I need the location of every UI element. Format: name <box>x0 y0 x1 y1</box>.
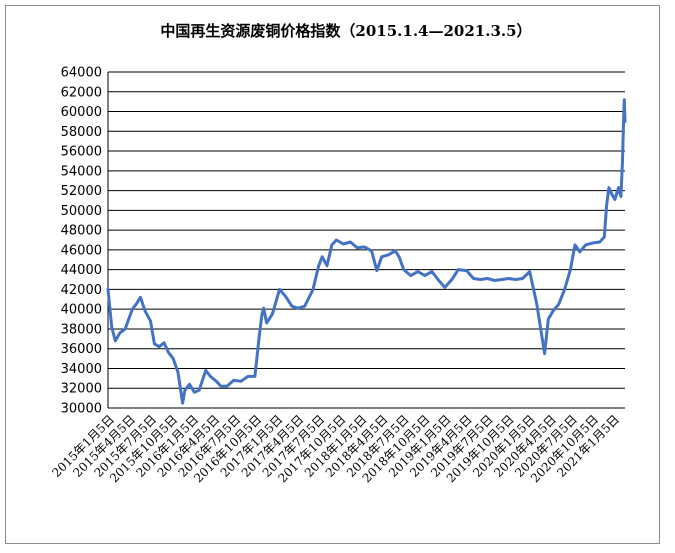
y-axis-ticks: 30000 32000 34000 36000 38000 40000 42000 44000… <box>61 66 102 417</box>
y-tick-label: 52000 <box>61 184 102 199</box>
y-tick-label: 30000 <box>61 402 102 417</box>
y-tick-label: 54000 <box>61 164 102 179</box>
y-tick-label: 56000 <box>61 145 102 160</box>
y-tick-label: 42000 <box>61 283 102 298</box>
series-layer <box>106 98 627 405</box>
y-tick-label: 48000 <box>61 224 102 239</box>
series-line <box>106 98 627 405</box>
y-tick-label: 40000 <box>61 303 102 318</box>
y-tick-label: 44000 <box>61 263 102 278</box>
y-tick-label: 60000 <box>61 105 102 120</box>
chart-frame <box>5 5 660 544</box>
y-tick-label: 36000 <box>61 342 102 357</box>
y-tick-label: 38000 <box>61 322 102 337</box>
y-tick-label: 64000 <box>61 66 102 81</box>
x-axis-ticks: 2015年1月5日2015年4月5日2015年7月5日2015年10月5日201… <box>49 412 622 485</box>
gridlines <box>107 71 625 409</box>
y-tick-label: 58000 <box>61 125 102 140</box>
y-tick-label: 32000 <box>61 382 102 397</box>
y-tick-label: 34000 <box>61 362 102 377</box>
y-tick-label: 46000 <box>61 243 102 258</box>
chart-title: 中国再生资源废铜价格指数（2015.1.4—2021.3.5） <box>160 22 531 40</box>
y-tick-label: 62000 <box>61 85 102 100</box>
y-tick-label: 50000 <box>61 204 102 219</box>
